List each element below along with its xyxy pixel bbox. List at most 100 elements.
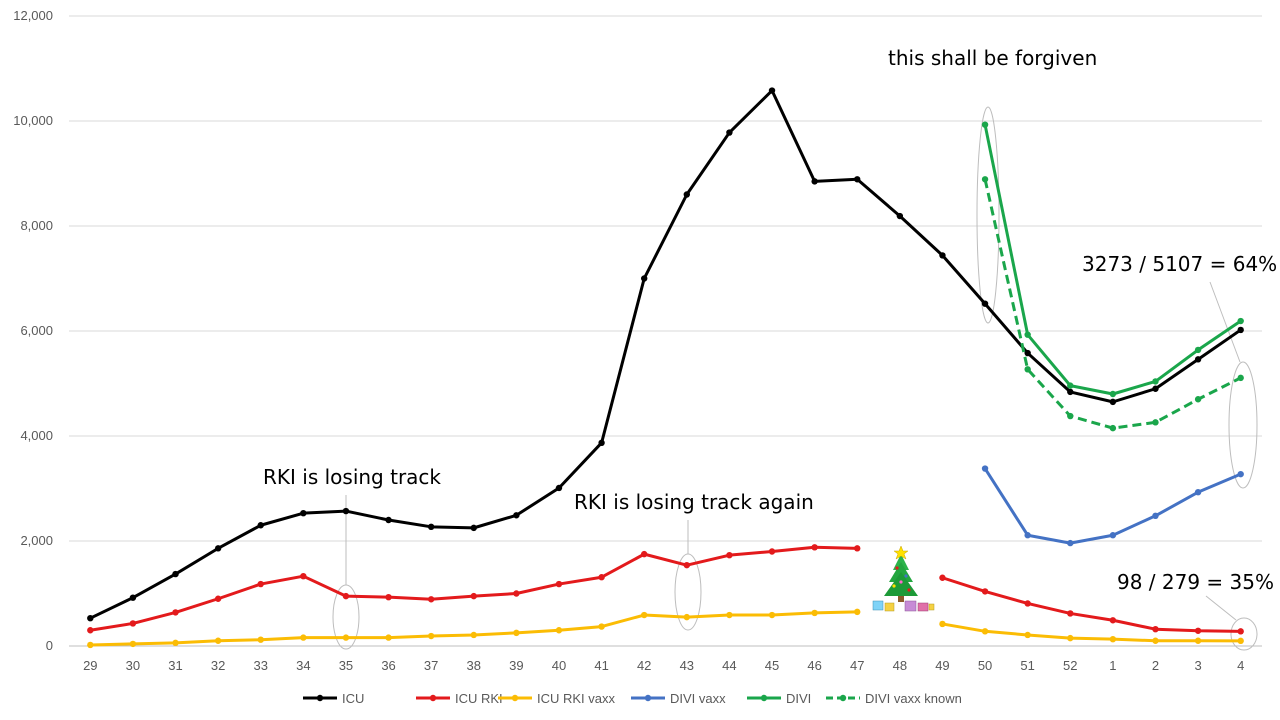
- data-point-icu-rki-vaxx: [726, 611, 733, 619]
- x-tick-label: 39: [509, 658, 523, 673]
- data-point-icu-rki-vaxx: [640, 611, 648, 619]
- data-point-icu: [87, 614, 94, 622]
- series-divi-vaxx: [981, 465, 1244, 547]
- data-point-divi-vaxx: [1194, 488, 1202, 496]
- data-point-icu-rki: [726, 551, 733, 559]
- x-tick-label: 41: [594, 658, 608, 673]
- x-tick-label: 30: [126, 658, 140, 673]
- x-tick-label: 37: [424, 658, 438, 673]
- legend-label: DIVI vaxx known: [865, 691, 962, 706]
- legend-marker: [316, 694, 324, 702]
- series-line-icu-rki: [90, 545, 858, 632]
- gridlines: [69, 15, 1262, 542]
- data-point-icu: [513, 512, 520, 519]
- leader-ratio-35: [1205, 595, 1237, 621]
- data-point-icu-rki-vaxx: [555, 627, 563, 634]
- x-tick-label: 42: [637, 658, 651, 673]
- highlight-ellipses: [332, 106, 1258, 651]
- legend-label: ICU: [342, 691, 364, 706]
- data-point-icu-rki-vaxx: [87, 641, 94, 649]
- x-tick-label: 32: [211, 658, 225, 673]
- data-point-icu: [129, 594, 137, 601]
- data-point-icu-rki: [1152, 626, 1159, 633]
- data-point-icu-rki: [811, 544, 818, 551]
- data-point-icu-rki-vaxx: [1109, 635, 1117, 643]
- data-point-divi: [1194, 346, 1202, 354]
- forgiven-ellipse: [976, 106, 1000, 324]
- data-point-divi-vaxx-known: [1024, 366, 1031, 373]
- legend-item-icu-rki-vaxx: ICU RKI vaxx: [498, 691, 616, 706]
- data-point-icu-rki-vaxx: [257, 636, 264, 643]
- data-point-icu: [172, 570, 179, 578]
- data-point-divi-vaxx: [1109, 532, 1117, 539]
- y-axis-ticks: 0 2,000 4,000 6,000 8,000 10,000 12,000: [13, 8, 53, 653]
- data-point-icu-rki: [1237, 628, 1244, 635]
- annotation-ratio-35: 98 / 279 = 35%: [1117, 570, 1274, 594]
- legend-marker: [839, 694, 847, 702]
- y-tick-label: 2,000: [20, 533, 53, 548]
- data-point-divi: [1237, 317, 1244, 325]
- series-line-icu-rki-vaxx: [942, 622, 1241, 643]
- data-point-icu-rki-vaxx: [1194, 637, 1202, 644]
- data-point-icu: [342, 507, 350, 515]
- legend-item-divi-vaxx-known: DIVI vaxx known: [826, 691, 962, 706]
- data-point-icu-rki-vaxx: [1237, 637, 1244, 645]
- data-point-icu-rki: [470, 592, 477, 600]
- data-point-icu: [854, 176, 861, 183]
- data-point-icu-rki-vaxx: [981, 628, 989, 635]
- data-point-icu-rki: [1024, 600, 1031, 607]
- data-point-icu-rki: [513, 590, 520, 597]
- data-point-icu-rki-vaxx: [427, 632, 435, 640]
- data-point-icu: [1194, 356, 1202, 363]
- data-point-icu: [1067, 388, 1074, 396]
- data-point-icu-rki: [385, 593, 392, 601]
- x-tick-label: 51: [1020, 658, 1034, 673]
- annotation-forgiven: this shall be forgiven: [888, 46, 1097, 70]
- series-line-icu-rki-vaxx: [90, 610, 858, 647]
- series-line-icu: [89, 89, 1242, 620]
- legend: ICU ICU RKI ICU RKI vaxx DIVI vaxx DIVI DIVI …: [303, 691, 962, 706]
- data-point-icu-rki: [1194, 627, 1202, 634]
- x-tick-label: 34: [296, 658, 310, 673]
- series-line-divi-vaxx: [983, 467, 1242, 545]
- x-tick-label: 38: [467, 658, 481, 673]
- data-point-icu: [1237, 326, 1244, 334]
- christmas-tree-icon: [872, 545, 935, 612]
- data-point-icu-rki: [87, 627, 94, 634]
- data-point-icu: [427, 523, 435, 531]
- data-point-icu-rki: [427, 596, 435, 603]
- data-point-icu: [257, 522, 264, 529]
- x-tick-label: 29: [83, 658, 97, 673]
- data-point-icu: [214, 545, 222, 552]
- series-icu-rki-vaxx: [87, 608, 1244, 649]
- data-point-icu-rki: [981, 588, 989, 595]
- y-tick-label: 0: [46, 638, 53, 653]
- data-point-divi: [1109, 390, 1117, 398]
- series-line-divi-vaxx-known: [983, 178, 1242, 430]
- data-point-icu-rki: [1067, 610, 1074, 617]
- data-point-divi: [981, 121, 989, 128]
- data-point-icu-rki-vaxx: [811, 609, 818, 617]
- data-point-icu: [555, 484, 563, 492]
- legend-label: ICU RKI: [455, 691, 503, 706]
- x-tick-label: 40: [552, 658, 566, 673]
- ratio-35-ellipse: [1230, 617, 1258, 651]
- x-tick-label: 35: [339, 658, 353, 673]
- data-point-divi-vaxx: [1067, 539, 1074, 547]
- data-point-icu-rki-vaxx: [214, 637, 222, 644]
- data-point-icu-rki-vaxx: [1152, 637, 1159, 644]
- legend-label: DIVI: [786, 691, 811, 706]
- data-point-divi-vaxx: [1152, 512, 1159, 519]
- x-axis-ticks: 29 30 31 32 33 34 35 36 37 38 39 40 41 42 43 44 45 46 47 48…: [83, 658, 1244, 673]
- data-point-icu-rki-vaxx: [385, 634, 392, 641]
- x-tick-label: 2: [1152, 658, 1159, 673]
- data-point-icu-rki-vaxx: [1067, 634, 1074, 642]
- data-point-icu: [683, 191, 691, 198]
- data-point-divi-vaxx-known: [1109, 424, 1117, 432]
- data-point-icu-rki: [640, 550, 648, 558]
- data-point-icu: [1109, 398, 1117, 406]
- x-tick-label: 4: [1237, 658, 1244, 673]
- annotation-rki-losing-track: RKI is losing track: [263, 465, 441, 489]
- data-point-divi: [1024, 331, 1031, 338]
